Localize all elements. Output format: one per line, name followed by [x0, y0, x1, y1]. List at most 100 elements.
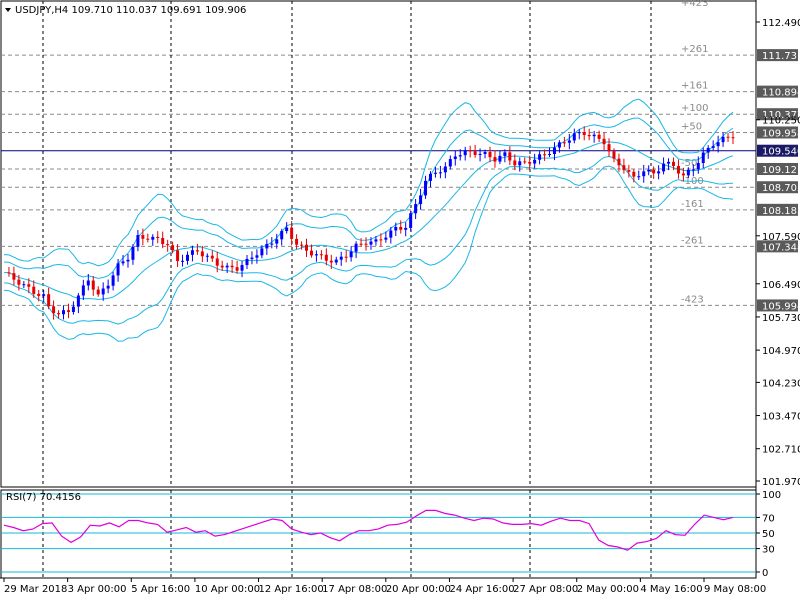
candle	[280, 228, 284, 246]
candle	[136, 229, 140, 252]
level-price-box	[757, 85, 798, 98]
candle	[126, 254, 130, 268]
band-lower-line	[3, 155, 734, 325]
candle-body	[384, 237, 388, 240]
level-price-label: 110.894	[762, 88, 800, 99]
candle-body	[260, 248, 264, 256]
candle	[195, 243, 199, 255]
candle-body	[314, 254, 318, 256]
candle	[597, 130, 601, 143]
candle-body	[309, 250, 313, 256]
candle-body	[706, 147, 710, 153]
level-offset-label: +100	[681, 103, 708, 114]
candle-body	[334, 259, 338, 263]
level-offset-label: -423	[681, 294, 704, 305]
candle-body	[339, 256, 343, 260]
time-tick-label: 17 Apr 08:00	[322, 584, 387, 595]
candle	[667, 158, 671, 171]
candle-body	[498, 155, 502, 162]
price-tick-label: 112.490	[762, 18, 800, 29]
candle	[151, 234, 155, 246]
candle	[290, 221, 294, 246]
candle-body	[265, 244, 269, 249]
candle-body	[47, 294, 51, 307]
candle-body	[7, 272, 11, 274]
candle-body	[354, 243, 358, 252]
candle	[424, 175, 428, 199]
candle-body	[344, 256, 348, 258]
candle-body	[557, 142, 561, 148]
level-price-box	[757, 299, 798, 312]
price-tick-label: 106.490	[762, 280, 800, 291]
candle	[552, 142, 556, 161]
candle-body	[433, 172, 437, 174]
rsi-tick-label: 50	[762, 529, 775, 540]
candle	[711, 140, 715, 151]
candle	[171, 241, 175, 254]
candle	[185, 251, 189, 265]
candle-body	[290, 227, 294, 239]
candle	[205, 253, 209, 262]
candle	[676, 159, 680, 179]
candle-body	[667, 161, 671, 164]
candle	[22, 281, 26, 288]
candle	[513, 154, 517, 171]
candle-body	[161, 238, 165, 245]
candle-body	[617, 158, 621, 166]
level-price-label: 108.703	[762, 183, 800, 194]
candle-body	[57, 313, 61, 315]
candle	[493, 150, 497, 168]
candle	[399, 220, 403, 234]
band-outer-upper-line	[3, 98, 734, 267]
candle	[32, 280, 36, 298]
candle	[433, 166, 437, 178]
candle	[607, 138, 611, 157]
candle	[438, 165, 442, 179]
candle-body	[448, 159, 452, 167]
candle-body	[81, 285, 85, 296]
candle	[473, 144, 477, 158]
candle-body	[652, 169, 656, 174]
candle-body	[200, 251, 204, 257]
candle-body	[210, 255, 214, 259]
candle	[66, 303, 70, 319]
candle	[240, 260, 244, 278]
level-price-label: 105.994	[762, 301, 800, 312]
level-offset-label: +261	[681, 44, 708, 55]
candle-body	[141, 235, 145, 239]
candle	[572, 128, 576, 144]
band-middle-line	[3, 141, 734, 300]
candle-body	[488, 152, 492, 158]
candle	[235, 260, 239, 274]
candle	[592, 130, 596, 143]
level-price-label: 111.731	[762, 51, 800, 62]
candle	[215, 251, 219, 273]
candle-body	[126, 259, 130, 262]
candle	[181, 254, 185, 267]
candle	[305, 238, 309, 257]
candle-body	[185, 254, 189, 261]
candle-body	[42, 294, 46, 296]
price-tick-label: 104.230	[762, 378, 800, 389]
dropdown-triangle-icon[interactable]	[5, 8, 11, 12]
candle-body	[468, 150, 472, 152]
candle	[37, 290, 41, 302]
symbol-header: USDJPY,H4 109.710 110.037 109.691 109.90…	[15, 5, 246, 16]
candle-body	[597, 134, 601, 139]
candle	[344, 250, 348, 263]
candle-body	[691, 169, 695, 171]
candle-body	[493, 157, 497, 162]
candle	[76, 293, 80, 314]
candle	[602, 132, 606, 151]
level-price-box	[757, 108, 798, 121]
candle-body	[548, 153, 552, 155]
candle-body	[52, 306, 56, 314]
time-tick-label: 29 Mar 2018	[4, 584, 67, 595]
level-price-label: 109.121	[762, 165, 800, 176]
candle-body	[503, 152, 507, 156]
candle-body	[37, 293, 41, 296]
candle	[409, 210, 413, 232]
candle-body	[190, 250, 194, 255]
candle	[329, 254, 333, 269]
